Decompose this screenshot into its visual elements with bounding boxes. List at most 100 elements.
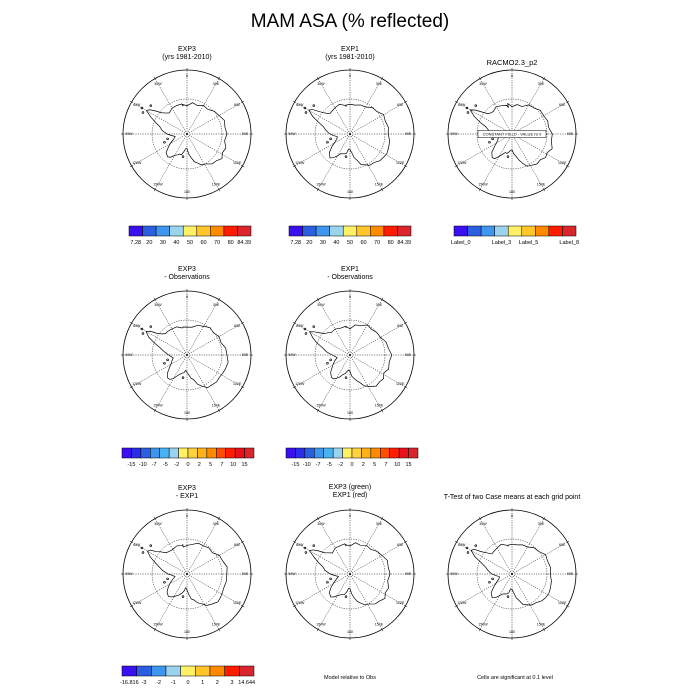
longitude-label: 120W: [295, 382, 305, 386]
colorbar-swatch: [169, 225, 184, 237]
antarctic-coastline: [309, 324, 393, 387]
panel-title-exp1: EXP1 (yrs 1981-2010): [325, 46, 375, 61]
colorbar-swatch: [332, 447, 343, 459]
meridian-line: [186, 133, 243, 167]
longitude-label: 180: [184, 190, 190, 194]
longitude-label: 60E: [397, 324, 404, 328]
colorbar-tick-label: 7: [384, 462, 387, 468]
colorbar-tick-label: Label_5: [519, 240, 539, 246]
meridian-tick: [242, 321, 245, 324]
meridian-line: [186, 573, 243, 607]
colorbar-swatch: [295, 447, 306, 459]
colorbar-tick-label: 0: [186, 462, 189, 468]
meridian-line: [317, 78, 351, 135]
meridian-tick: [129, 100, 132, 103]
longitude-label: 60E: [397, 543, 404, 547]
colorbar-tick-label: 2: [216, 680, 219, 686]
colorbar-tick-label: 30: [160, 240, 166, 246]
meridian-tick: [129, 165, 132, 168]
longitude-label: 90E: [405, 572, 412, 576]
colorbar-tick-label: -5: [163, 462, 168, 468]
meridian-line: [511, 573, 545, 630]
colorbar-exp1-obs: -15 -10 -7 -5 -2 0 2 5 7 10 15: [285, 447, 419, 468]
island: [506, 155, 510, 158]
longitude-label: 180: [347, 190, 353, 194]
colorbar-swatch: [370, 447, 381, 459]
meridian-tick: [292, 386, 295, 389]
island: [491, 577, 494, 581]
colorbar-swatch: [209, 665, 225, 677]
colorbar-swatch: [361, 447, 372, 459]
longitude-label: 120E: [233, 601, 242, 605]
meridian-line: [511, 518, 545, 575]
longitude-label: 120W: [295, 161, 305, 165]
meridian-line: [511, 573, 568, 607]
colorbar-tick-label: 7.28: [290, 240, 301, 246]
longitude-label: 150E: [537, 622, 546, 626]
island: [303, 546, 307, 550]
meridian-tick: [218, 629, 221, 632]
island: [163, 580, 166, 584]
colorbar-tick-label: 80: [228, 240, 234, 246]
latitude-line: [151, 98, 223, 170]
meridian-line: [131, 101, 188, 135]
colorbar-swatch: [315, 225, 330, 237]
colorbar-swatch: [562, 225, 577, 237]
meridian-tick: [153, 297, 156, 300]
colorbar-tick-label: 7: [220, 462, 223, 468]
colorbar-swatch: [323, 447, 334, 459]
meridian-line: [186, 322, 243, 356]
longitude-label: 30E: [213, 303, 220, 307]
meridian-tick: [543, 189, 546, 192]
longitude-label: 60E: [559, 543, 566, 547]
colorbar-swatch: [151, 665, 167, 677]
meridian-tick: [567, 605, 570, 608]
colorbar-tick-label: 7.28: [130, 240, 141, 246]
panel-title-exp3-obs: EXP3 - Observations: [164, 266, 210, 281]
longitude-label: 150W: [153, 622, 163, 626]
colorbar-swatch: [383, 225, 398, 237]
latitude-line: [476, 538, 548, 610]
island: [506, 595, 510, 598]
colorbar-swatch: [216, 447, 226, 459]
colorbar-tick-label: 1: [201, 680, 204, 686]
colorbar-swatch: [121, 447, 132, 459]
longitude-label: 120W: [457, 161, 467, 165]
colorbar-swatch: [180, 665, 196, 677]
meridian-line: [349, 322, 406, 356]
constant-field-label: CONSTANT FIELD - VALUE IS 0: [477, 130, 547, 138]
longitude-label: 90E: [405, 353, 412, 357]
island: [488, 580, 491, 584]
colorbar-tick-label: 70: [214, 240, 220, 246]
longitude-label: 30W: [317, 303, 325, 307]
colorbar-tick-label: 84.39: [397, 240, 411, 246]
meridian-line: [186, 354, 220, 411]
island: [474, 104, 478, 107]
island: [303, 327, 307, 331]
meridian-line: [294, 573, 351, 607]
meridian-line: [479, 78, 513, 135]
colorbar-swatch: [168, 447, 179, 459]
longitude-label: 60W: [133, 103, 141, 107]
meridian-tick: [242, 540, 245, 543]
colorbar-tick-label: Label_3: [492, 240, 512, 246]
longitude-label: 0: [186, 295, 188, 299]
meridian-tick: [218, 189, 221, 192]
colorbar-swatch: [196, 225, 211, 237]
colorbar-swatch: [140, 447, 151, 459]
island: [163, 361, 166, 365]
longitude-label: 90W: [125, 132, 133, 136]
longitude-label: 150W: [153, 403, 163, 407]
meridian-tick: [316, 629, 319, 632]
colorbar-swatch: [314, 447, 324, 459]
longitude-label: 90W: [450, 132, 458, 136]
constant-field-text: CONSTANT FIELD - VALUE IS 0: [483, 132, 542, 137]
meridian-tick: [242, 605, 245, 608]
longitude-label: 120E: [233, 161, 242, 165]
colorbar-swatch: [288, 225, 303, 237]
meridian-tick: [454, 540, 457, 543]
meridian-line: [186, 354, 243, 388]
colorbar-swatch: [225, 447, 236, 459]
longitude-label: 30W: [154, 303, 162, 307]
meridian-tick: [292, 165, 295, 168]
